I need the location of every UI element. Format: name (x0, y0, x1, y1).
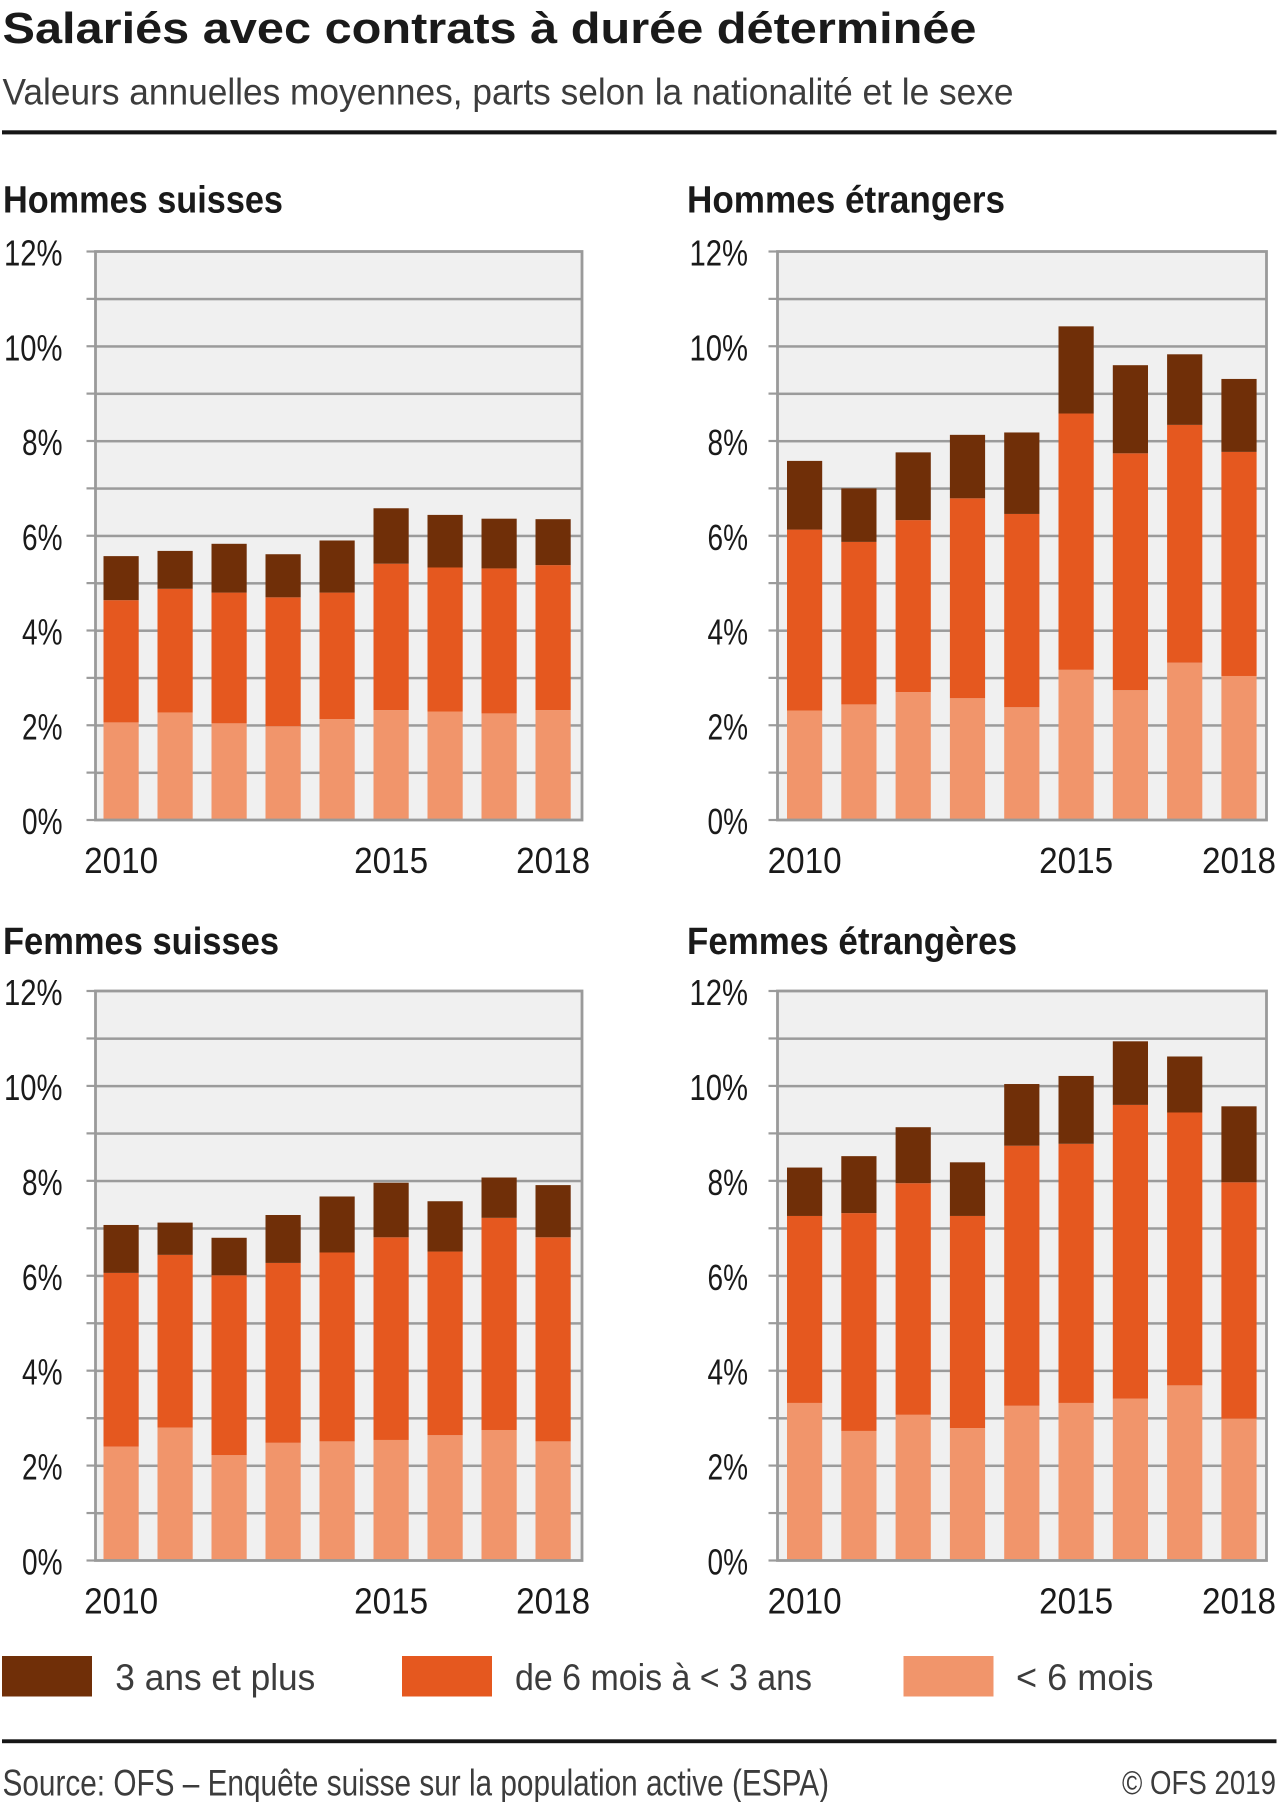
svg-text:2%: 2% (708, 1447, 749, 1488)
svg-text:8%: 8% (22, 1162, 63, 1203)
svg-text:2018: 2018 (1202, 1581, 1276, 1622)
svg-text:0%: 0% (22, 801, 63, 842)
svg-text:Hommes étrangers: Hommes étrangers (687, 180, 1005, 222)
svg-text:2018: 2018 (516, 1581, 590, 1622)
svg-text:10%: 10% (690, 1067, 749, 1108)
svg-text:4%: 4% (22, 612, 63, 653)
svg-text:< 6 mois: < 6 mois (1016, 1657, 1154, 1698)
svg-text:2018: 2018 (516, 840, 590, 881)
svg-text:2015: 2015 (1039, 840, 1113, 881)
svg-text:© OFS 2019: © OFS 2019 (1122, 1764, 1276, 1801)
svg-text:8%: 8% (708, 1162, 749, 1203)
svg-text:2010: 2010 (768, 1581, 842, 1622)
svg-text:2015: 2015 (354, 1581, 428, 1622)
svg-text:12%: 12% (690, 972, 749, 1013)
svg-text:8%: 8% (22, 422, 63, 463)
svg-text:2%: 2% (22, 1447, 63, 1488)
svg-text:2015: 2015 (1039, 1581, 1113, 1622)
svg-text:Femmes étrangères: Femmes étrangères (687, 921, 1017, 963)
svg-text:0%: 0% (22, 1542, 63, 1583)
svg-text:12%: 12% (4, 233, 63, 274)
svg-text:10%: 10% (4, 327, 63, 368)
svg-text:0%: 0% (708, 1542, 749, 1583)
svg-text:10%: 10% (690, 327, 749, 368)
svg-text:2%: 2% (22, 706, 63, 747)
svg-text:2010: 2010 (84, 1581, 158, 1622)
svg-text:12%: 12% (4, 972, 63, 1013)
svg-text:2%: 2% (708, 706, 749, 747)
svg-text:8%: 8% (708, 422, 749, 463)
svg-text:6%: 6% (708, 517, 749, 558)
svg-text:4%: 4% (708, 1352, 749, 1393)
svg-text:Hommes suisses: Hommes suisses (3, 180, 283, 222)
svg-text:de 6 mois à < 3 ans: de 6 mois à < 3 ans (515, 1657, 812, 1698)
svg-text:10%: 10% (4, 1067, 63, 1108)
svg-text:6%: 6% (22, 517, 63, 558)
svg-text:Femmes suisses: Femmes suisses (3, 921, 279, 963)
svg-text:0%: 0% (708, 801, 749, 842)
svg-text:2018: 2018 (1202, 840, 1276, 881)
svg-text:4%: 4% (708, 612, 749, 653)
svg-text:6%: 6% (22, 1257, 63, 1298)
svg-text:2015: 2015 (354, 840, 428, 881)
svg-text:2010: 2010 (84, 840, 158, 881)
svg-text:3 ans et plus: 3 ans et plus (115, 1657, 315, 1698)
svg-text:4%: 4% (22, 1352, 63, 1393)
svg-text:Salariés avec contrats à durée: Salariés avec contrats à durée déterminé… (3, 4, 977, 53)
svg-text:2010: 2010 (768, 840, 842, 881)
svg-text:6%: 6% (708, 1257, 749, 1298)
svg-text:Source: OFS – Enquête suisse s: Source: OFS – Enquête suisse sur la popu… (3, 1763, 830, 1802)
svg-text:12%: 12% (690, 233, 749, 274)
svg-text:Valeurs annuelles moyennes, pa: Valeurs annuelles moyennes, parts selon … (3, 72, 1014, 113)
